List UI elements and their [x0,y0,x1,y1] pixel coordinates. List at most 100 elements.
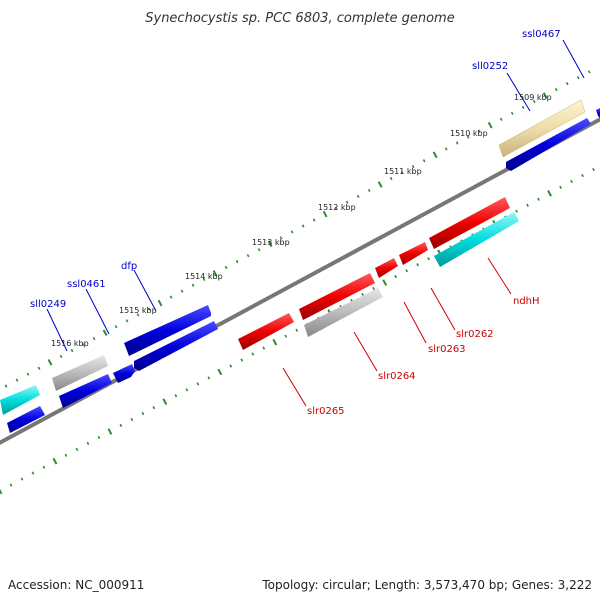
leader-line-slr0264 [353,331,378,372]
inner-track-minor-tick [394,275,398,279]
gene-feature-sll0249[interactable] [59,374,112,408]
outer-track-minor-tick [92,337,96,341]
gene-feature-ssl0461[interactable] [113,364,135,383]
inner-track-minor-tick [361,292,365,297]
genome-summary-text: Topology: circular; Length: 3,573,470 bp… [262,578,592,592]
outer-track-minor-tick [422,159,426,163]
outer-track-minor-tick [400,171,404,175]
inner-track-minor-tick [130,417,134,422]
gene-label-ssl0467[interactable]: ssl0467 [522,29,561,40]
gene-label-dfp[interactable]: dfp [121,261,137,272]
outer-track-minor-tick [70,348,74,353]
gene-label-ssl0461[interactable]: ssl0461 [67,279,106,290]
inner-track-minor-tick [427,257,431,261]
inner-track-minor-tick [75,447,79,451]
inner-track-minor-tick [262,346,266,350]
tick-label-1511: 1511 kbp [384,167,422,176]
outer-track-minor-tick [576,76,580,80]
inner-track-minor-tick [251,352,255,356]
outer-track-minor-tick [312,218,316,222]
leader-line-slr0263 [403,301,427,344]
outer-track-minor-tick [279,236,283,240]
outer-track-major-tick [377,181,383,188]
inner-track-major-tick [217,368,223,376]
outer-track-minor-tick [147,307,151,311]
inner-track-minor-tick [42,465,46,469]
gene-feature-slr0262[interactable] [399,242,428,265]
inner-track-minor-tick [31,471,35,475]
inner-track-minor-tick [570,179,573,183]
outer-track-major-tick [267,240,273,248]
inner-track-minor-tick [284,334,288,338]
inner-track-minor-tick [97,435,101,439]
gene-label-sll0252[interactable]: sll0252 [472,61,508,72]
gene-feature-dfp-lower[interactable] [134,321,218,371]
outer-track-minor-tick [411,165,415,169]
leader-line-sll0249 [46,308,68,352]
gene-feature-ssl0467-khaki[interactable] [498,99,586,158]
outer-track-major-tick [432,151,438,159]
gene-feature-gray-left[interactable] [52,355,108,391]
gene-label-ndhH[interactable]: ndhH [513,296,540,307]
outer-track-minor-tick [37,366,41,370]
gene-feature-slr0264[interactable] [304,288,383,337]
gene-feature-dfp-upper[interactable] [124,305,211,356]
gene-label-sll0249[interactable]: sll0249 [30,299,66,310]
inner-track-minor-tick [526,203,529,207]
inner-track-minor-tick [537,197,540,201]
gene-feature-slr0265[interactable] [238,313,294,350]
accession-text: Accession: NC_000911 [8,578,145,592]
outer-track-minor-tick [191,283,195,287]
outer-track-minor-tick [389,176,393,181]
gene-label-slr0262[interactable]: slr0262 [456,329,494,340]
inner-track-minor-tick [185,388,189,392]
outer-track-minor-tick [345,200,349,204]
gene-feature-ndhH[interactable] [434,212,519,267]
outer-track-minor-tick [455,141,459,145]
tick-label-1513: 1513 kbp [252,238,290,247]
outer-track-minor-tick [257,248,261,252]
gene-feature-cyan-left[interactable] [0,385,40,415]
gene-feature-ssl0467[interactable] [506,118,591,171]
outer-track-major-tick [487,121,493,129]
inner-track-minor-tick [64,453,68,457]
inner-track-minor-tick [229,364,233,368]
inner-track-minor-tick [581,173,584,178]
gene-label-slr0265[interactable]: slr0265 [307,406,345,417]
reverse-strand-genes [238,197,519,350]
inner-track-minor-tick [559,185,562,189]
inner-track-minor-tick [174,394,178,398]
inner-track-minor-tick [372,286,376,291]
gene-feature-sll0252[interactable] [596,108,600,118]
inner-track-minor-tick [207,376,211,380]
tick-label-1516: 1516 kbp [51,339,89,348]
outer-track-minor-tick [477,129,481,133]
gene-label-slr0263[interactable]: slr0263 [428,344,466,355]
outer-track-major-tick [322,210,328,218]
leader-line-sll0252 [506,72,531,112]
gene-label-leaders [46,39,585,407]
inner-track-major-tick [547,190,552,197]
inner-track-minor-tick [405,269,409,273]
outer-track-minor-tick [444,147,448,151]
outer-track-minor-tick [224,265,228,270]
gene-feature-slr0264-red[interactable] [299,273,375,320]
outer-track-minor-tick [466,135,470,139]
inner-track-major-tick [162,398,168,405]
outer-track-minor-tick [334,206,338,210]
gene-label-slr0264[interactable]: slr0264 [378,371,416,382]
inner-track-major-tick [382,279,388,286]
outer-track-minor-tick [81,342,85,347]
inner-track-minor-tick [9,483,13,487]
tick-label-1515: 1515 kbp [119,306,157,315]
inner-track-minor-tick [240,358,244,362]
outer-track-minor-tick [532,99,536,104]
gene-feature-blue-edge[interactable] [7,406,45,433]
outer-track-minor-tick [499,117,503,121]
gene-feature-ndhH-red[interactable] [429,197,510,249]
gene-feature-slr0263[interactable] [375,258,398,278]
outer-track-major-tick [47,359,53,366]
outer-track-major-tick [542,92,548,99]
tick-labels: 1509 kbp 1510 kbp 1511 kbp 1512 kbp 1513… [51,93,552,348]
